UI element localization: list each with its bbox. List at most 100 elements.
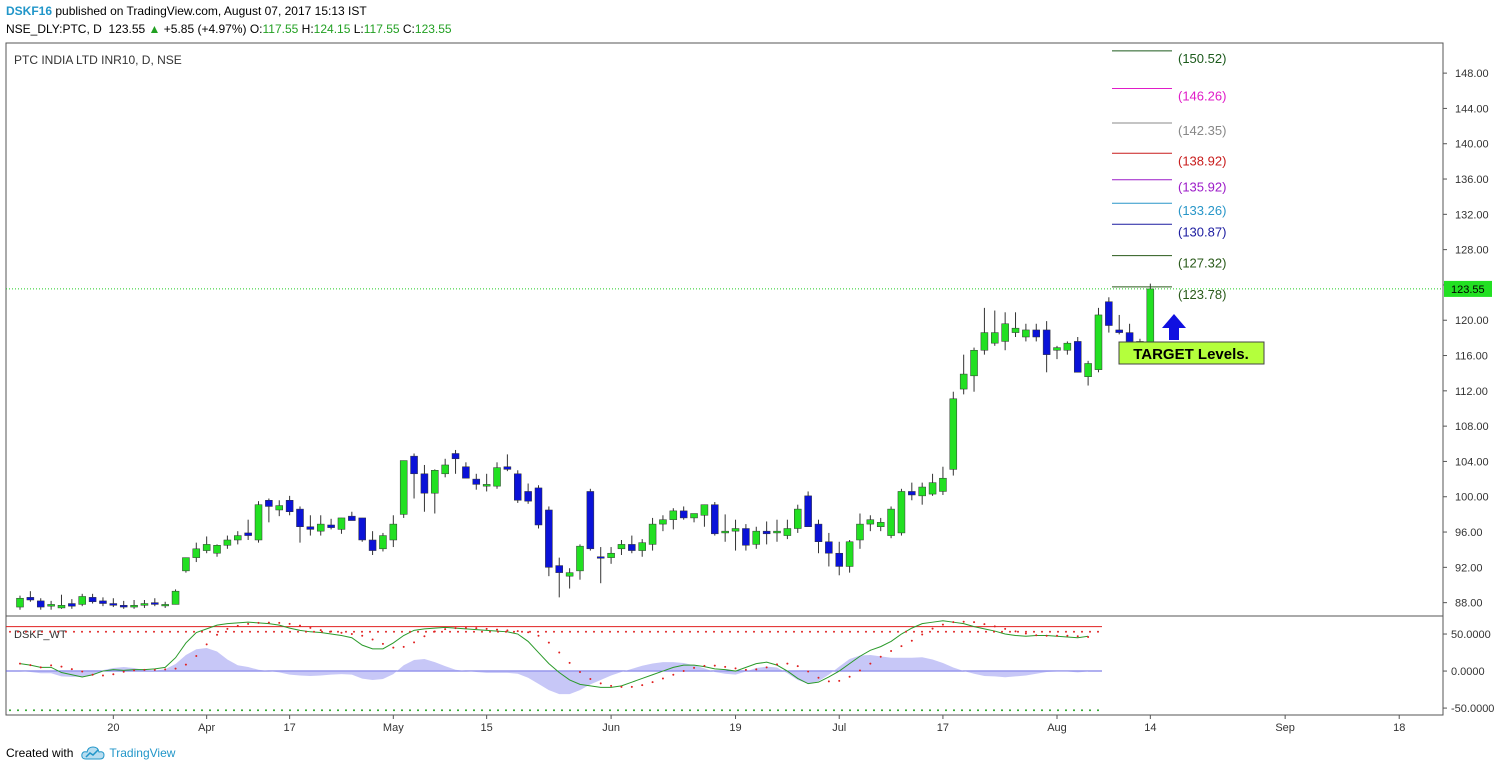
indicator-os-dot — [857, 709, 859, 712]
indicator-ob-dot — [65, 630, 67, 633]
candle — [379, 532, 387, 552]
candle-down — [348, 515, 356, 521]
indicator-signal-dot — [672, 673, 675, 676]
candle-up — [441, 464, 449, 475]
candle — [275, 500, 283, 517]
candle-down — [151, 602, 159, 605]
indicator-os-dot — [897, 709, 899, 712]
candle — [731, 519, 740, 551]
candle-up — [1084, 363, 1092, 377]
indicator-tick-label: -50.0000 — [1451, 703, 1494, 715]
candle-up — [389, 523, 398, 541]
indicator-signal-dot — [122, 670, 125, 673]
time-tick-label: Apr — [198, 722, 215, 734]
candle — [721, 514, 729, 542]
candle — [1084, 360, 1092, 386]
indicator-os-dot — [225, 709, 227, 712]
indicator-ob-dot — [953, 630, 955, 633]
candle-down — [285, 500, 294, 512]
candle-down — [762, 530, 771, 535]
indicator-signal-dot — [298, 624, 301, 627]
indicator-os-dot — [137, 709, 139, 712]
close-value: 123.55 — [414, 22, 452, 36]
indicator-signal-dot — [1045, 634, 1048, 637]
candle-down — [420, 473, 429, 494]
indicator-ob-dot — [1009, 630, 1011, 633]
candle-up — [171, 590, 180, 605]
candle-up — [794, 508, 802, 529]
indicator-ob-dot — [393, 630, 395, 633]
indicator-ob-dot — [1017, 630, 1019, 633]
indicator-os-dot — [441, 709, 443, 712]
candle-down — [410, 455, 418, 475]
candle-up — [1063, 342, 1072, 351]
candle — [1001, 312, 1009, 351]
indicator-signal-dot — [216, 633, 219, 636]
indicator-os-dot — [113, 709, 115, 712]
indicator-os-dot — [449, 709, 451, 712]
candle — [389, 515, 398, 548]
indicator-os-dot — [1009, 709, 1011, 712]
indicator-ob-dot — [1097, 630, 1099, 633]
candle — [296, 506, 304, 543]
candle — [617, 539, 626, 555]
candle — [752, 526, 761, 549]
candle — [16, 595, 24, 610]
candle-up — [234, 535, 242, 541]
candle — [337, 517, 346, 534]
indicator-os-dot — [1017, 709, 1019, 712]
tradingview-link[interactable]: TradingView — [81, 745, 175, 761]
footer: Created with TradingView — [6, 745, 175, 761]
indicator-signal-dot — [402, 645, 405, 648]
price-tick-label: 96.00 — [1455, 527, 1483, 539]
indicator-os-dot — [161, 709, 163, 712]
indicator-os-dot — [513, 709, 515, 712]
indicator-signal-dot — [39, 666, 42, 669]
candle — [223, 535, 232, 549]
indicator-os-dot — [833, 709, 835, 712]
indicator-ob-dot — [785, 630, 787, 633]
indicator-signal-dot — [682, 670, 685, 673]
indicator-signal-dot — [796, 665, 799, 668]
indicator-signal-dot — [1004, 627, 1007, 630]
indicator-signal-dot — [340, 631, 343, 634]
indicator-ob-dot — [177, 630, 179, 633]
indicator-signal-dot — [734, 667, 737, 670]
price-tick-label: 132.00 — [1455, 209, 1489, 221]
indicator-os-dot — [1049, 709, 1051, 712]
indicator-ob-dot — [897, 630, 899, 633]
indicator-ob-dot — [985, 630, 987, 633]
indicator-ob-dot — [633, 630, 635, 633]
candle — [316, 515, 325, 536]
candle — [410, 453, 418, 499]
indicator-ob-dot — [449, 630, 451, 633]
indicator-os-dot — [89, 709, 91, 712]
indicator-os-dot — [305, 709, 307, 712]
candle-up — [57, 605, 66, 609]
indicator-os-dot — [569, 709, 571, 712]
candle-down — [742, 528, 750, 546]
candle — [57, 594, 66, 609]
target-label: (142.35) — [1178, 123, 1226, 138]
indicator-os-dot — [1041, 709, 1043, 712]
candle-up — [1022, 329, 1030, 338]
candle-down — [99, 600, 107, 604]
candle-down — [586, 491, 595, 550]
indicator-os-dot — [425, 709, 427, 712]
indicator-signal-dot — [257, 621, 260, 624]
indicator-os-dot — [65, 709, 67, 712]
indicator-signal-dot — [506, 629, 509, 632]
indicator-signal-dot — [133, 669, 136, 672]
indicator-os-dot — [105, 709, 107, 712]
indicator-signal-dot — [288, 622, 291, 625]
candle — [565, 568, 574, 589]
indicator-signal-dot — [444, 628, 447, 631]
indicator-ob-dot — [801, 630, 803, 633]
indicator-os-dot — [969, 709, 971, 712]
indicator-ob-dot — [721, 630, 723, 633]
indicator-ob-dot — [537, 630, 539, 633]
author-name[interactable]: DSKF16 — [6, 4, 53, 18]
candle-down — [296, 508, 304, 527]
candle-down — [68, 603, 76, 607]
